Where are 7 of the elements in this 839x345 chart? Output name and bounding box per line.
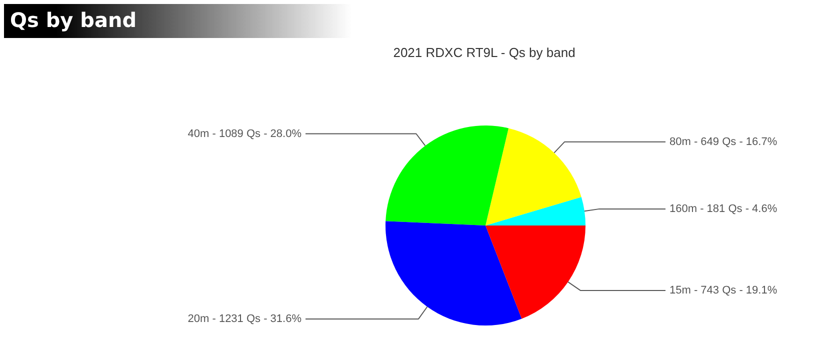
chart-title: Qs by band xyxy=(10,7,137,34)
slice-label: 160m - 181 Qs - 4.6% xyxy=(670,202,778,215)
slice-label: 20m - 1231 Qs - 31.6% xyxy=(188,312,302,325)
slice-label: 80m - 649 Qs - 16.7% xyxy=(670,136,778,148)
slice-label: 40m - 1089 Qs - 28.0% xyxy=(188,128,302,140)
chart-subtitle: 2021 RDXC RT9L - Qs by band xyxy=(393,45,576,60)
slice-label: 15m - 743 Qs - 19.1% xyxy=(670,284,778,296)
